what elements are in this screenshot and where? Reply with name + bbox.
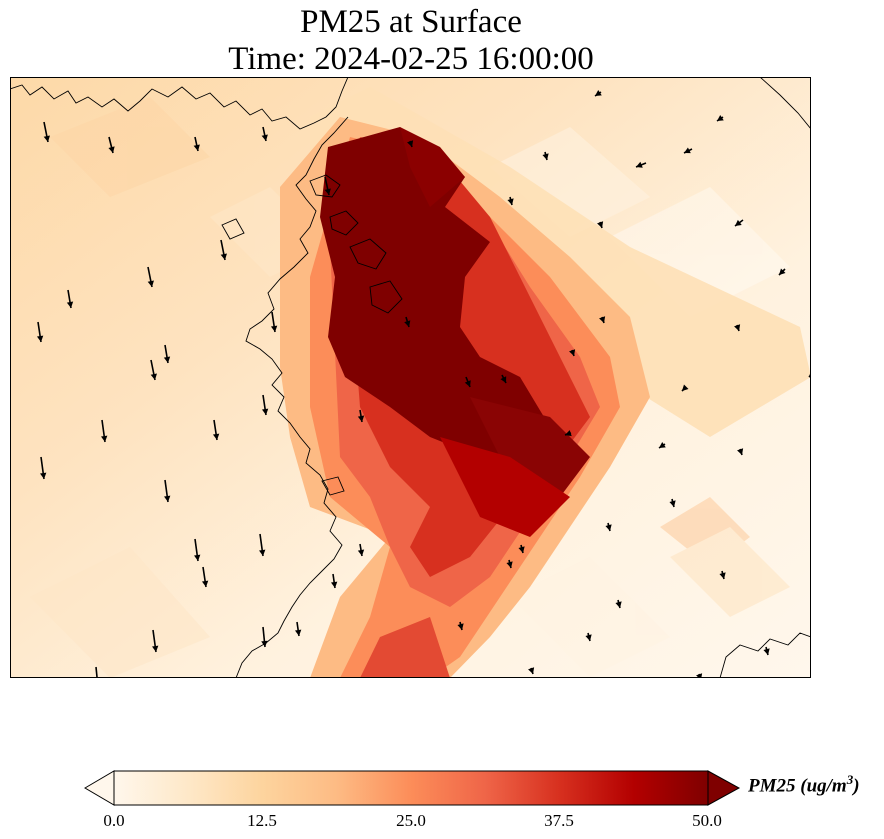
wind-arrow-head (36, 335, 44, 342)
wind-arrow-head (261, 640, 268, 647)
wind-arrow-head (164, 495, 171, 502)
wind-arrow-head (518, 546, 525, 553)
island-1 (309, 174, 341, 198)
island-2 (329, 210, 359, 236)
wind-arrow-head (597, 221, 604, 228)
wind-arrow-head (464, 380, 471, 387)
bg-cell (610, 187, 790, 317)
wind-arrow-head (500, 376, 507, 383)
colorbar-tick-3: 37.5 (544, 811, 574, 830)
wind-arrow-head (43, 135, 50, 142)
wind-arrow-head (261, 134, 268, 141)
wind-arrow-head (763, 648, 770, 655)
wind-arrow-head (569, 349, 576, 356)
colorbar-label-main: PM25 (ug/m (748, 775, 847, 797)
plume-core (320, 127, 590, 537)
wind-arrow-head (735, 219, 742, 226)
bg-cell (50, 97, 210, 197)
wind-arrow-head (357, 549, 365, 556)
wind-arrow-head (40, 472, 47, 479)
colorbar-tick-2: 25.0 (396, 811, 426, 830)
bg-cell (30, 547, 210, 678)
wind-arrow-head (507, 198, 514, 205)
island-5 (221, 218, 245, 240)
wind-arrow-head (599, 316, 606, 323)
bg-cell (490, 127, 650, 237)
wind-vectors (36, 90, 811, 678)
wind-arrow-head (150, 373, 157, 380)
wind-arrow-head (294, 629, 302, 636)
map-frame (10, 77, 811, 678)
wind-arrow-head (528, 667, 535, 674)
wind-arrow-head (66, 301, 74, 308)
plume-cell-core-4 (440, 437, 570, 537)
island-4 (369, 280, 403, 314)
wind-arrow-head (605, 524, 612, 531)
colorbar-label: PM25 (ug/m3) (748, 772, 860, 797)
map-time-subtitle: Time: 2024-02-25 16:00:00 (228, 41, 594, 77)
wind-arrow-head (565, 430, 572, 437)
coastline (10, 77, 811, 678)
wind-arrow-head (779, 268, 786, 275)
wind-arrow-head (585, 634, 592, 641)
colorbar-tick-0: 0.0 (103, 811, 125, 830)
coastline-main (235, 116, 349, 678)
wind-arrow-head (595, 90, 602, 96)
colorbar-label-exponent: 3 (846, 772, 854, 787)
wind-arrow-head (506, 561, 513, 568)
wind-arrow-head (324, 188, 331, 195)
wind-arrow-head (147, 280, 154, 287)
island-3 (349, 238, 387, 270)
coastline-southeast (719, 632, 811, 678)
plume-cell-core-3 (470, 397, 590, 497)
wind-arrow-head (261, 408, 269, 415)
wind-arrow-head (684, 147, 691, 154)
colorbar-gradient (113, 770, 709, 806)
colorbar-extend-high (707, 770, 741, 806)
wind-arrow-head (696, 673, 703, 678)
wind-arrow-head (659, 442, 666, 448)
wind-arrow-head (193, 144, 200, 151)
colorbar-label-close: ) (853, 775, 860, 797)
wind-arrow-head (737, 448, 744, 455)
coastline-northeast (759, 77, 811, 130)
wind-arrow-head (719, 572, 726, 579)
plume-cell-mid-1 (360, 617, 450, 678)
wind-arrow-head (615, 601, 622, 608)
bg-cell (510, 557, 670, 677)
wind-arrow-head (357, 415, 365, 422)
wind-arrow-head (201, 580, 209, 587)
wind-arrow-head (457, 623, 464, 630)
wind-arrow-head (212, 433, 220, 440)
wind-arrow-head (220, 253, 227, 260)
wind-arrow-head (108, 146, 115, 153)
wind-arrow-head (270, 325, 278, 332)
wind-arrow-head (194, 554, 201, 561)
plume-cell-core-2 (400, 127, 465, 207)
island-6 (321, 476, 345, 496)
background-grid-cells (30, 97, 790, 678)
wind-arrow-head (542, 153, 549, 160)
plume-cell-core-1 (320, 127, 580, 487)
wind-arrow-head (734, 324, 741, 331)
wind-arrow-head (101, 435, 108, 442)
colorbar (84, 770, 741, 806)
wind-arrow-head (682, 384, 689, 391)
coastline-north (10, 77, 349, 130)
wind-arrow-head (669, 500, 676, 507)
wind-arrow-head (259, 549, 266, 556)
wind-arrow-head (636, 161, 643, 168)
wind-arrow-head (152, 645, 159, 652)
bg-cell (670, 527, 790, 617)
wind-arrow-head (163, 356, 171, 363)
colorbar-tick-1: 12.5 (247, 811, 277, 830)
colorbar-tick-4: 50.0 (692, 811, 722, 830)
map-title: PM25 at Surface (300, 4, 522, 40)
wind-arrow-head (717, 115, 724, 121)
colorbar-extend-low (84, 770, 115, 806)
wind-arrow-head (407, 140, 414, 147)
wind-arrow-head (404, 320, 411, 327)
pm25-map-panel (10, 77, 811, 678)
wind-arrow-head (330, 581, 338, 588)
